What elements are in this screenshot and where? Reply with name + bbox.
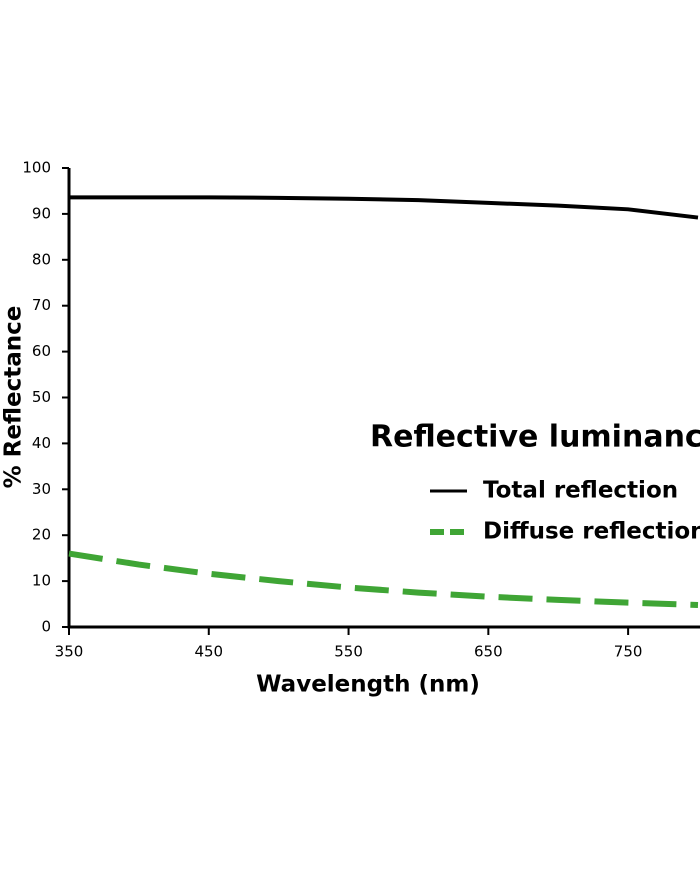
y-tick-label: 50 (32, 388, 51, 406)
y-tick-label: 80 (32, 250, 51, 268)
x-tick-label: 350 (55, 643, 84, 661)
y-tick-label: 90 (32, 204, 51, 222)
x-tick-label: 750 (614, 643, 643, 661)
series-line (68, 550, 699, 608)
y-tick-label: 20 (32, 526, 51, 544)
y-tick-label: 30 (32, 480, 51, 498)
x-tick-label: 650 (474, 643, 503, 661)
legend-title: Reflective luminance (370, 420, 700, 455)
legend-label: Diffuse reflection (483, 519, 700, 545)
x-tick-label: 550 (334, 643, 363, 661)
legend-label: Total reflection (483, 478, 678, 504)
y-tick-label: 10 (32, 572, 51, 590)
x-axis-label: Wavelength (nm) (256, 672, 480, 698)
y-tick-label: 100 (22, 159, 51, 177)
y-tick-label: 40 (32, 434, 51, 452)
y-axis-label: % Reflectance (1, 306, 27, 489)
x-tick-label: 450 (194, 643, 223, 661)
series-line (69, 195, 699, 220)
y-tick-label: 70 (32, 296, 51, 314)
y-tick-label: 60 (32, 342, 51, 360)
y-tick-label: 0 (41, 618, 51, 636)
